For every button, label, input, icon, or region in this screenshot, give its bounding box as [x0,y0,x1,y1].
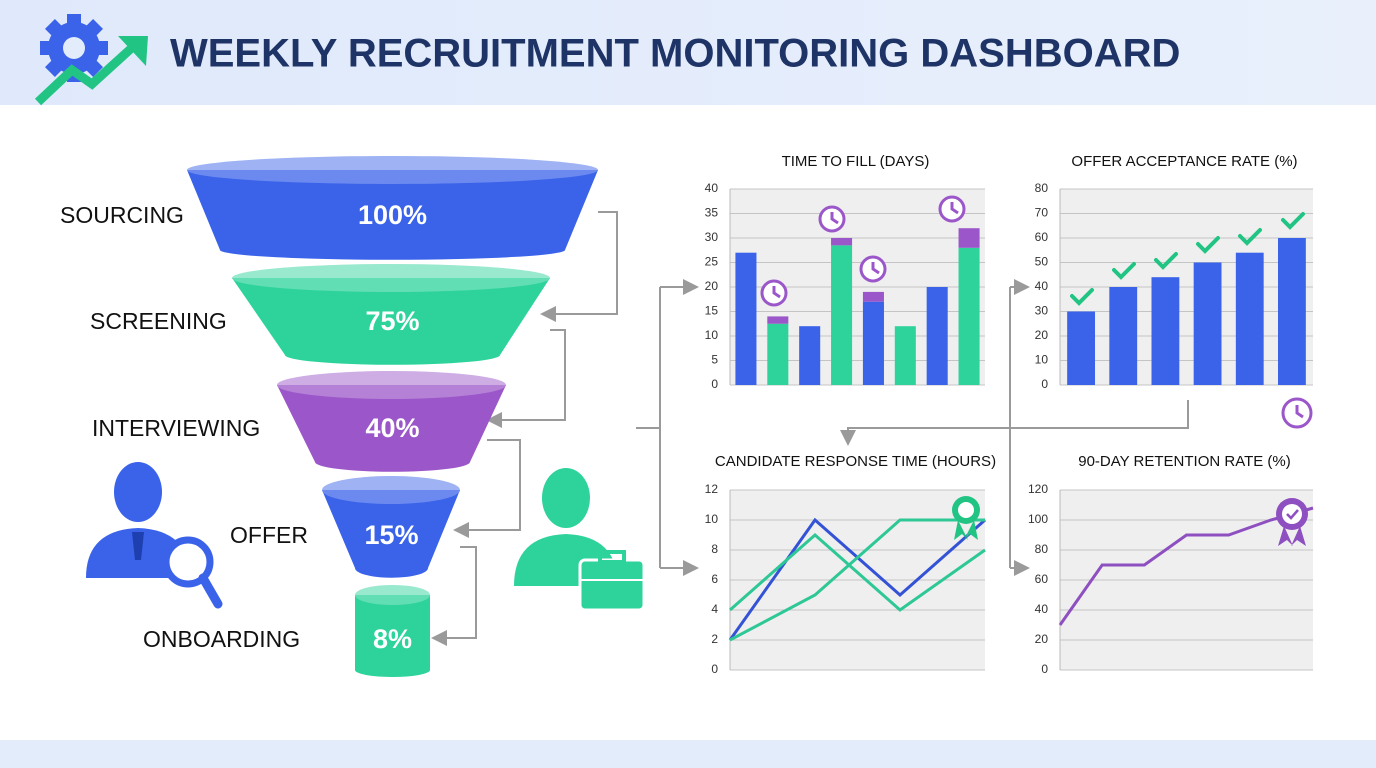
y-tick-label: 100 [1028,512,1048,526]
y-tick-label: 20 [1035,632,1049,646]
funnel-stage-label: SOURCING [60,202,184,228]
funnel-body [355,595,430,677]
y-tick-label: 30 [705,230,719,244]
header-band [0,0,1376,105]
footer-band [0,740,1376,768]
bar [767,316,789,324]
bar [958,247,980,385]
bar [799,326,821,385]
funnel-top-rim [277,371,506,399]
y-tick-label: 40 [1035,279,1049,293]
chart-title: 90-DAY RETENTION RATE (%) [1078,453,1291,470]
y-tick-label: 15 [705,304,719,318]
funnel-body [187,170,598,260]
recruiter-icon [86,462,223,609]
y-tick-label: 60 [1035,572,1049,586]
funnel-stage [232,264,550,365]
funnel-value-label: 75% [365,306,419,336]
funnel-stage [187,156,598,260]
funnel-value-label: 15% [364,520,418,550]
chart-title: TIME TO FILL (DAYS) [782,153,930,170]
y-tick-label: 0 [711,377,718,391]
bar [767,323,789,385]
line-series [729,532,986,612]
check-icons [1070,212,1305,306]
bar [1193,262,1222,385]
badge-icons [952,496,1308,546]
y-tick-label: 80 [1035,542,1049,556]
y-tick-label: 60 [1035,230,1049,244]
y-tick-label: 120 [1028,482,1048,496]
funnel-stage [322,476,460,578]
bar [1235,252,1264,385]
y-tick-label: 40 [1035,602,1049,616]
y-tick-label: 80 [1035,181,1049,195]
y-tick-label: 10 [705,328,719,342]
funnel-top-rim [232,264,550,292]
funnel-body [232,278,550,365]
y-tick-label: 40 [705,181,719,195]
bar [958,228,980,248]
funnel-top [232,264,550,292]
line-series [729,518,985,642]
bar [831,238,853,246]
funnel-top [277,371,506,399]
funnel-top [355,585,430,605]
y-tick-label: 30 [1035,304,1049,318]
y-tick-label: 25 [705,255,719,269]
funnel-value-label: 8% [373,624,412,654]
bar [862,301,884,385]
y-tick-label: 4 [711,602,718,616]
bar [1067,311,1095,385]
funnel-stage [355,585,430,677]
y-tick-label: 10 [1035,353,1049,367]
funnel-stage-label: OFFER [230,522,308,548]
bar [926,287,948,385]
funnel-stage-label: INTERVIEWING [92,415,260,441]
bar [1109,287,1138,385]
page-title: WEEKLY RECRUITMENT MONITORING DASHBOARD [170,32,1180,76]
logo [34,14,148,106]
bar [735,252,757,385]
funnel-top-rim [322,476,460,504]
funnel-stage-label: SCREENING [90,308,227,334]
bar [862,291,884,302]
chart-title: OFFER ACCEPTANCE RATE (%) [1071,153,1297,170]
y-tick-label: 10 [705,512,719,526]
y-tick-label: 5 [711,353,718,367]
y-tick-label: 20 [705,279,719,293]
y-tick-label: 0 [711,662,718,676]
funnel-body [277,385,506,472]
bar [894,326,916,385]
bar [831,245,853,385]
clock-icons [760,195,1313,429]
y-tick-label: 2 [711,632,718,646]
funnel-top-rim [187,156,598,184]
funnel-value-label: 100% [358,200,427,230]
y-tick-label: 0 [1041,377,1048,391]
chart-title: CANDIDATE RESPONSE TIME (HOURS) [715,453,996,470]
bar [1278,238,1306,385]
connectors [431,211,1189,646]
funnel-stage-label: ONBOARDING [143,626,300,652]
funnel-top [187,156,598,184]
y-tick-label: 8 [711,542,718,556]
funnel-value-label: 40% [365,413,419,443]
y-tick-label: 20 [1035,328,1049,342]
y-tick-label: 35 [705,206,719,220]
y-tick-label: 50 [1035,255,1049,269]
y-tick-label: 70 [1035,206,1049,220]
candidate-icon [514,468,646,612]
bar [1151,277,1180,385]
funnel-top-rim [355,585,430,605]
y-tick-label: 0 [1041,662,1048,676]
y-tick-label: 6 [711,572,718,586]
funnel-body [322,490,460,578]
y-tick-label: 12 [705,482,719,496]
funnel-stage [277,371,506,472]
funnel-top [322,476,460,504]
line-series [1058,506,1314,626]
